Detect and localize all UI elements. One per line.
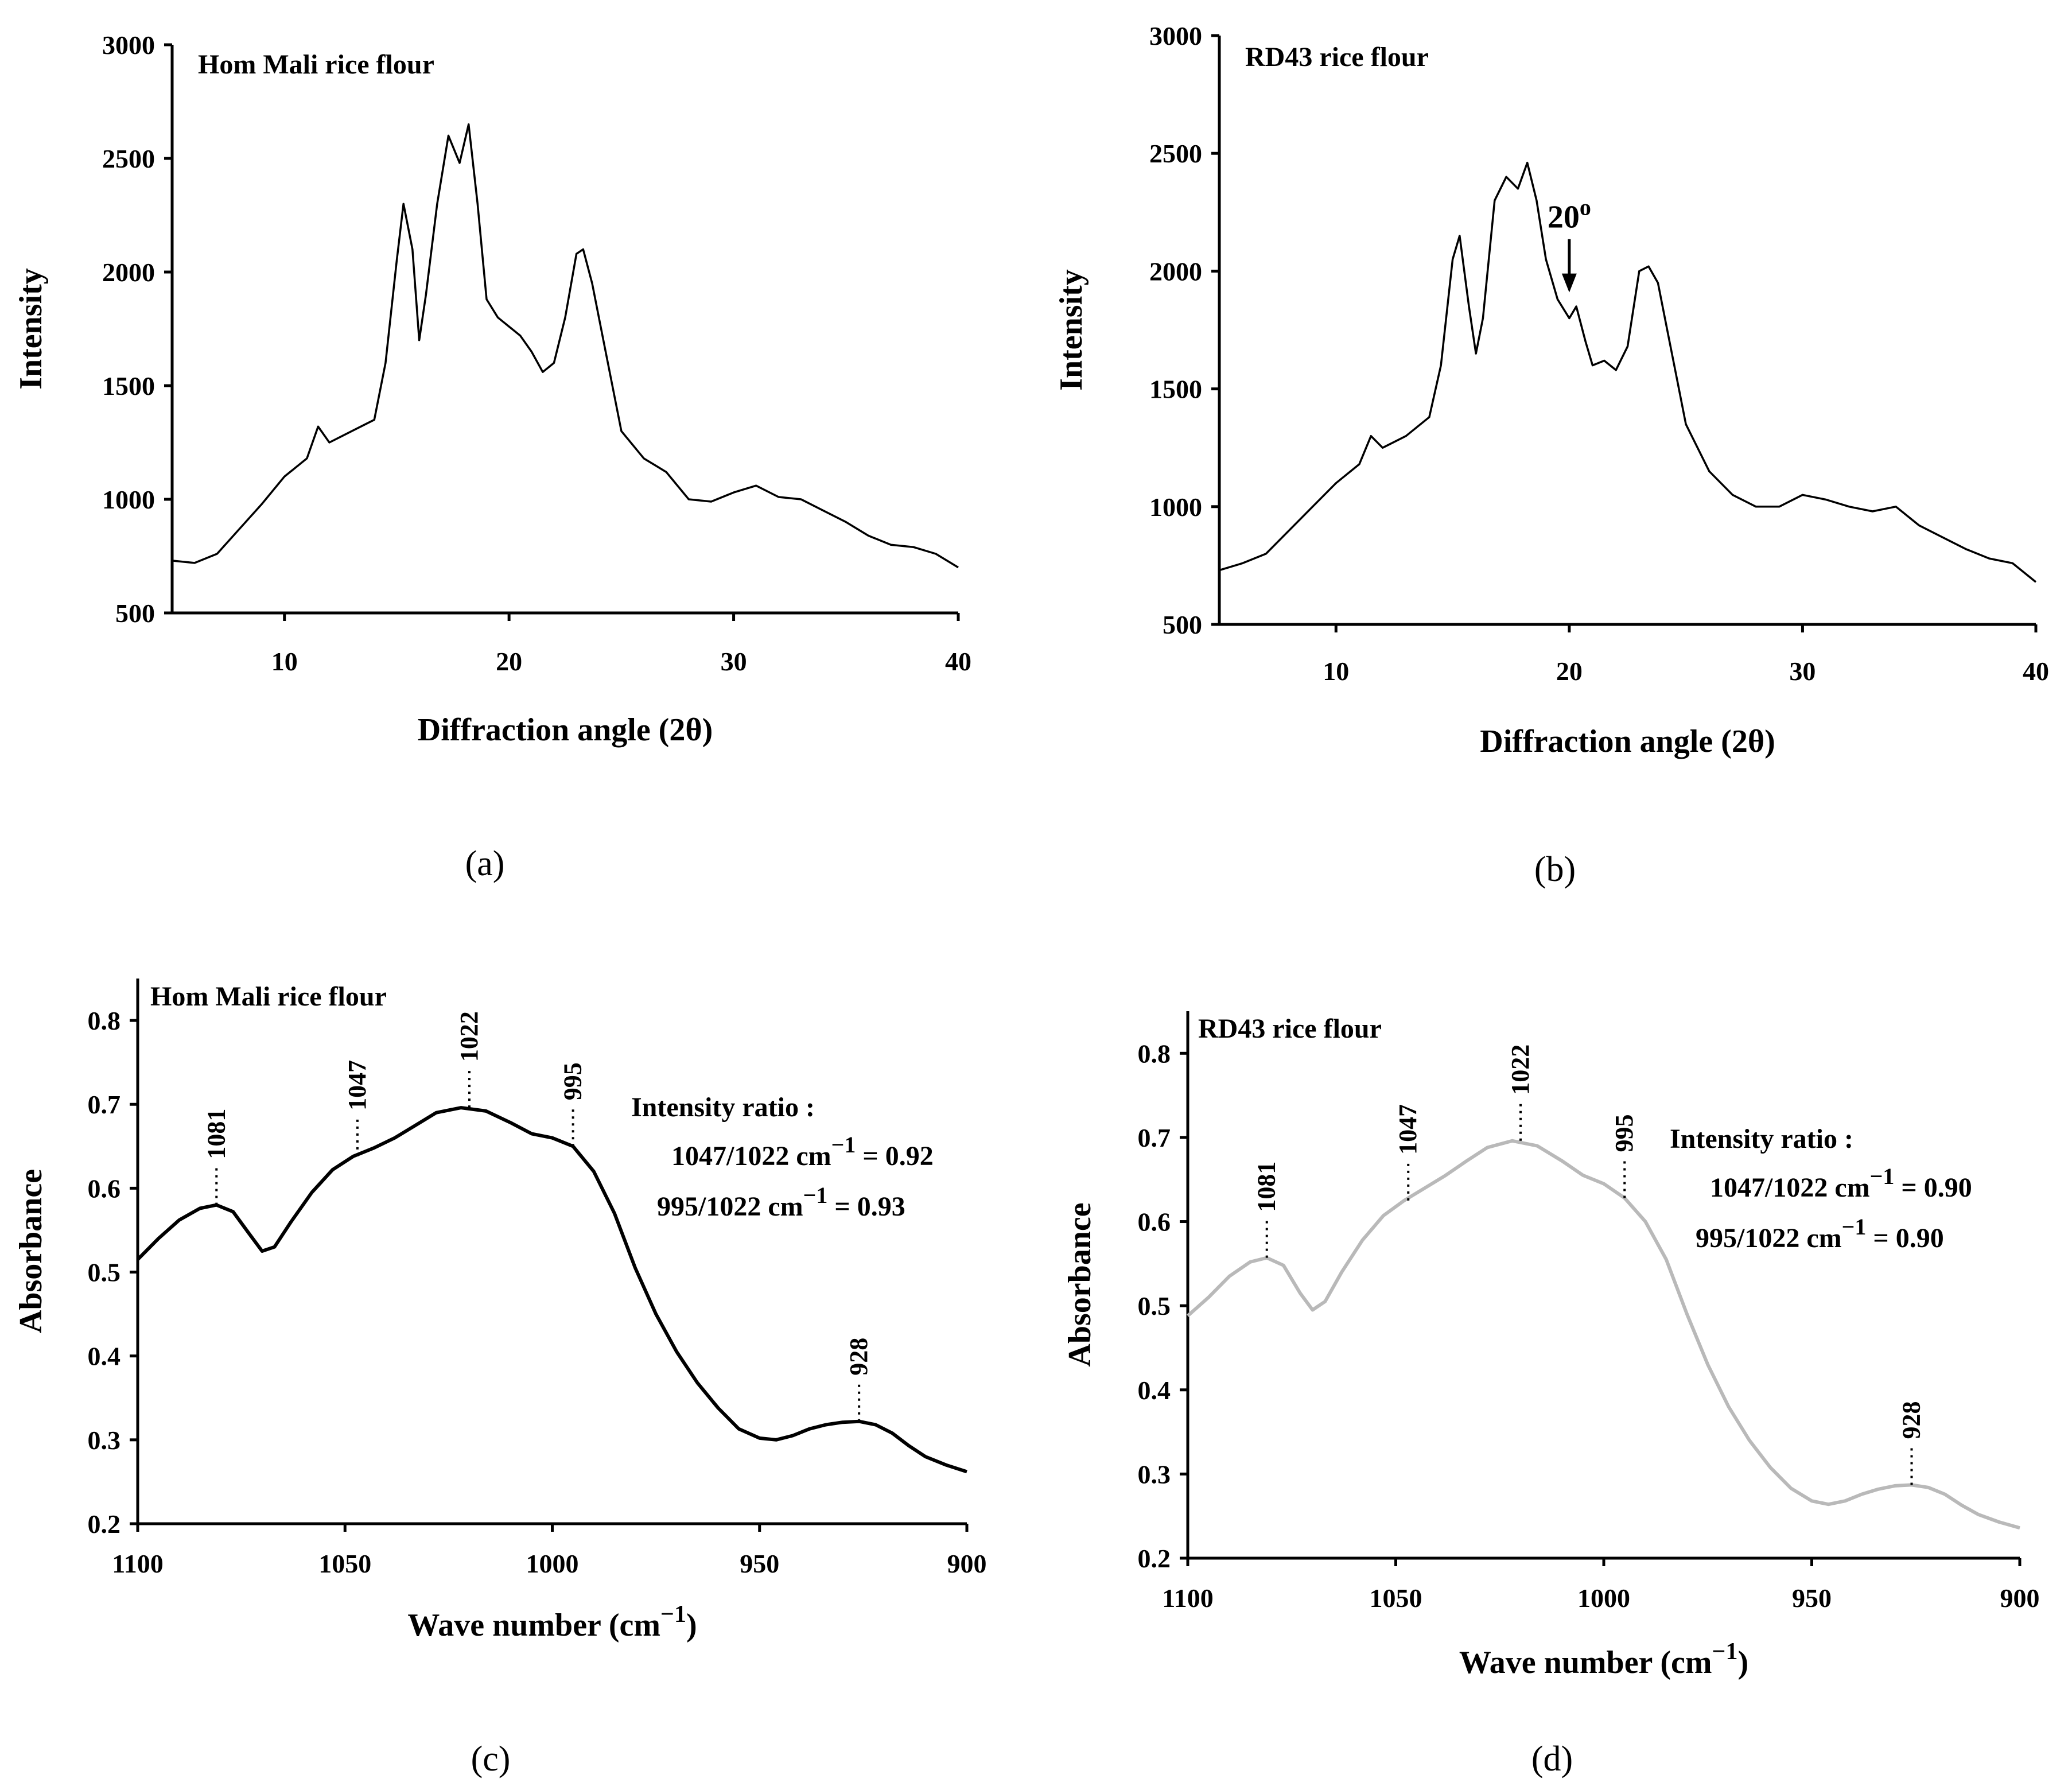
ratio-line: 1047/1022 cm−1 = 0.92 bbox=[671, 1132, 934, 1171]
y-tick-label: 0.5 bbox=[88, 1258, 121, 1287]
chart-panel-d: 0.2 0.3 0.4 0.5 0.6 0.7 0.8 1100 1050 1000 950 900 R… bbox=[1062, 1011, 2040, 1779]
y-tick-label: 500 bbox=[1163, 610, 1202, 639]
y-tick-label: 3000 bbox=[102, 30, 155, 60]
y-tick-label: 1000 bbox=[1149, 492, 1202, 522]
panel-title: RD43 rice flour bbox=[1245, 42, 1429, 72]
y-tick-label: 0.5 bbox=[1138, 1291, 1171, 1321]
y-tick-label: 2000 bbox=[102, 258, 155, 287]
y-tick-label: 1000 bbox=[102, 485, 155, 514]
peak-label: 1047 bbox=[343, 1060, 371, 1111]
x-tick-label: 950 bbox=[740, 1549, 779, 1578]
y-axis-title: Absorbance bbox=[13, 1169, 49, 1333]
peak-label: 995 bbox=[559, 1062, 587, 1100]
y-tick-label: 0.4 bbox=[1138, 1376, 1171, 1405]
annotation-label: 20o bbox=[1548, 195, 1591, 235]
x-axis-title: Diffraction angle (2θ) bbox=[1480, 724, 1775, 759]
peak-label: 1022 bbox=[1506, 1045, 1534, 1095]
peak-label: 928 bbox=[845, 1338, 873, 1376]
x-tick-label: 30 bbox=[721, 647, 747, 676]
y-tick-label: 0.7 bbox=[1138, 1123, 1171, 1152]
x-tick-label: 900 bbox=[2000, 1583, 2040, 1613]
ratio-line: 995/1022 cm−1 = 0.93 bbox=[657, 1182, 905, 1222]
y-tick-label: 500 bbox=[115, 599, 155, 628]
x-tick-label: 1050 bbox=[1370, 1583, 1422, 1613]
peak-label: 1081 bbox=[1253, 1162, 1281, 1212]
panel-title: Hom Mali rice flour bbox=[198, 49, 434, 80]
series-line bbox=[1219, 161, 2037, 583]
ratio-line: 995/1022 cm−1 = 0.90 bbox=[1696, 1214, 1944, 1253]
panel-sublabel: (b) bbox=[1534, 850, 1576, 889]
x-tick-label: 20 bbox=[496, 647, 522, 676]
panel-title: Hom Mali rice flour bbox=[150, 981, 387, 1012]
series-line bbox=[136, 1106, 967, 1474]
y-tick-label: 0.4 bbox=[88, 1342, 121, 1371]
y-tick-label: 1500 bbox=[102, 371, 155, 401]
annotation-arrow-head bbox=[1561, 273, 1577, 293]
y-tick-label: 0.7 bbox=[88, 1090, 121, 1119]
x-tick-label: 10 bbox=[271, 647, 298, 676]
ratio-title: Intensity ratio : bbox=[1670, 1124, 1853, 1154]
y-tick-label: 0.2 bbox=[88, 1509, 121, 1539]
peak-label: 928 bbox=[1898, 1401, 1926, 1439]
x-axis-title: Wave number (cm−1) bbox=[407, 1601, 697, 1643]
peak-label: 1022 bbox=[455, 1011, 483, 1062]
x-tick-label: 1000 bbox=[1577, 1583, 1630, 1613]
series-line bbox=[172, 123, 959, 569]
y-tick-label: 1500 bbox=[1149, 375, 1202, 404]
x-tick-label: 900 bbox=[947, 1549, 987, 1578]
y-axis-title: Absorbance bbox=[1062, 1202, 1098, 1366]
x-tick-label: 1100 bbox=[1162, 1583, 1213, 1613]
ratio-line: 1047/1022 cm−1 = 0.90 bbox=[1710, 1163, 1972, 1203]
x-tick-label: 30 bbox=[1789, 657, 1816, 686]
x-axis-title: Diffraction angle (2θ) bbox=[418, 712, 713, 748]
panel-title: RD43 rice flour bbox=[1198, 1014, 1382, 1044]
chart-panel-a: 500 1000 1500 2000 2500 3000 10 20 30 40 Hom Mali … bbox=[13, 30, 971, 883]
x-tick-label: 40 bbox=[945, 647, 971, 676]
y-tick-label: 3000 bbox=[1149, 21, 1202, 51]
y-tick-label: 0.6 bbox=[88, 1174, 121, 1203]
peak-label: 995 bbox=[1610, 1114, 1638, 1152]
x-tick-label: 950 bbox=[1792, 1583, 1832, 1613]
peak-label: 1081 bbox=[202, 1109, 230, 1159]
y-tick-label: 0.3 bbox=[1138, 1459, 1171, 1489]
panel-sublabel: (a) bbox=[465, 844, 505, 883]
x-tick-label: 40 bbox=[2023, 657, 2049, 686]
y-tick-label: 0.2 bbox=[1138, 1544, 1171, 1573]
x-tick-label: 1000 bbox=[526, 1549, 579, 1578]
y-tick-label: 0.8 bbox=[88, 1006, 121, 1035]
y-tick-label: 0.8 bbox=[1138, 1039, 1171, 1068]
x-axis-title: Wave number (cm−1) bbox=[1459, 1639, 1748, 1680]
y-tick-label: 0.3 bbox=[88, 1426, 121, 1455]
panel-sublabel: (c) bbox=[471, 1740, 511, 1779]
x-tick-label: 10 bbox=[1323, 657, 1349, 686]
panel-sublabel: (d) bbox=[1531, 1740, 1573, 1779]
y-axis-title: Intensity bbox=[13, 268, 49, 390]
y-tick-label: 0.6 bbox=[1138, 1208, 1171, 1237]
chart-panel-b: 500 1000 1500 2000 2500 3000 10 20 30 40 RD43 rice… bbox=[1054, 21, 2049, 889]
y-axis-title: Intensity bbox=[1054, 269, 1089, 391]
x-tick-label: 1050 bbox=[318, 1549, 371, 1578]
peak-label: 1047 bbox=[1394, 1104, 1422, 1155]
y-tick-label: 2500 bbox=[102, 144, 155, 173]
ratio-title: Intensity ratio : bbox=[631, 1092, 815, 1123]
y-tick-label: 2000 bbox=[1149, 257, 1202, 286]
x-tick-label: 1100 bbox=[112, 1549, 163, 1578]
x-tick-label: 20 bbox=[1556, 657, 1583, 686]
chart-panel-c: 0.2 0.3 0.4 0.5 0.6 0.7 0.8 1100 1050 1000 950 900 H… bbox=[13, 979, 987, 1779]
series-line bbox=[1187, 1139, 2020, 1530]
y-tick-label: 2500 bbox=[1149, 139, 1202, 168]
